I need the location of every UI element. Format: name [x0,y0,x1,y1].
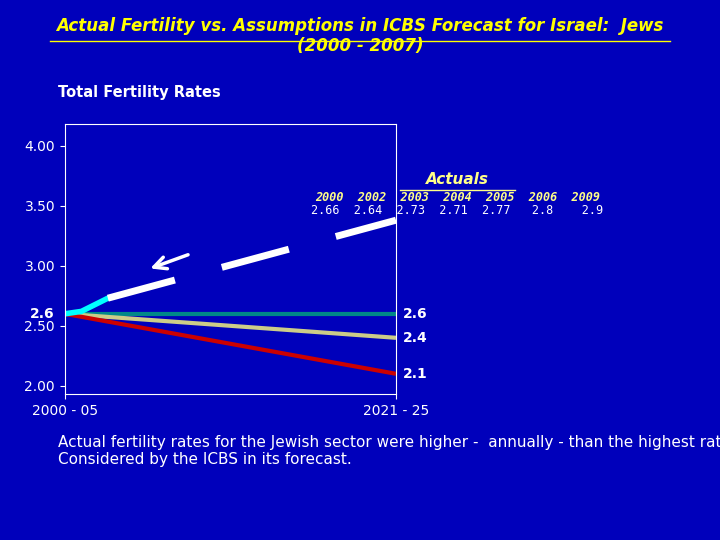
Text: Actual Fertility vs. Assumptions in ICBS Forecast for Israel:  Jews: Actual Fertility vs. Assumptions in ICBS… [56,17,664,35]
Text: Actual fertility rates for the Jewish sector were higher -  annually - than the : Actual fertility rates for the Jewish se… [58,435,720,450]
Text: 2.1: 2.1 [402,367,428,381]
Text: 2.6: 2.6 [402,307,427,321]
Text: (2000 - 2007): (2000 - 2007) [297,37,423,55]
Text: 2.6: 2.6 [30,307,55,321]
Text: Considered by the ICBS in its forecast.: Considered by the ICBS in its forecast. [58,452,351,467]
Text: Actuals: Actuals [426,172,489,187]
Text: 2.4: 2.4 [402,331,428,345]
Text: 2.66  2.64  2.73  2.71  2.77   2.8    2.9: 2.66 2.64 2.73 2.71 2.77 2.8 2.9 [311,204,603,217]
Text: Total Fertility Rates: Total Fertility Rates [58,85,220,100]
Text: 2000  2002  2003  2004  2005  2006  2009: 2000 2002 2003 2004 2005 2006 2009 [315,191,600,204]
